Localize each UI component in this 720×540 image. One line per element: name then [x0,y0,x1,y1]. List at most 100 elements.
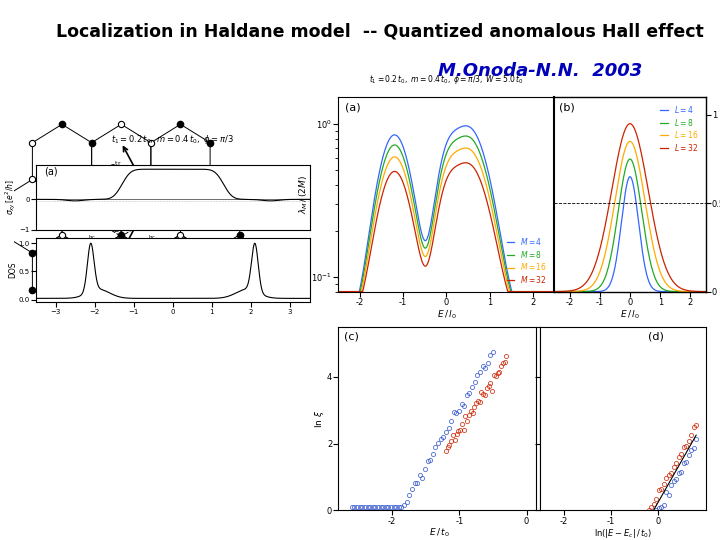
$L = 32$ [675,284,683,290]
$M = 32$ [545,288,554,295]
$M = 8$ [463,133,472,139]
$M = 16$ [451,149,459,156]
$M = 16$ [463,145,472,152]
$L = 32$ [623,123,631,129]
$M = 8$ [511,288,520,295]
$M = 8$ [462,133,470,139]
$M = 4$ [436,160,445,167]
$L = 16$ [622,143,631,150]
Line: $M = 8$: $M = 8$ [338,136,554,292]
Legend: $L = 4$, $L = 8$, $L = 16$, $L = 32$: $L = 4$, $L = 8$, $L = 16$, $L = 32$ [657,101,702,156]
Line: $L = 4$: $L = 4$ [554,177,706,292]
$M = 4$ [334,288,343,295]
$M = 8$ [334,288,343,295]
$L = 8$ [623,160,631,166]
$M = 4$ [545,288,554,295]
$M = 16$ [462,145,470,151]
$L = 4$ [701,288,710,295]
$L = 4$ [622,184,631,191]
X-axis label: $E\,/\,l_0$: $E\,/\,l_0$ [620,308,640,321]
Text: M.Onoda-N.N.  2003: M.Onoda-N.N. 2003 [438,62,642,80]
Legend: $M = 4$, $M = 8$, $M = 16$, $M = 32$: $M = 4$, $M = 8$, $M = 16$, $M = 32$ [503,233,551,288]
$M = 32$ [334,288,343,295]
$M = 8$ [438,164,446,171]
$L = 8$ [640,228,649,234]
$L = 16$ [698,288,706,295]
$L = 4$ [550,288,559,295]
Y-axis label: $\sigma_{xy}\,[e^2/h]$: $\sigma_{xy}\,[e^2/h]$ [4,179,18,215]
$M = 4$ [451,127,459,133]
Text: Localization in Haldane model  -- Quantized anomalous Hall effect: Localization in Haldane model -- Quantiz… [56,23,703,41]
$M = 16$ [436,181,445,188]
Text: $t_1 = 0.2\,t_0,\; m = 0.4\,t_0,\; \phi = \pi/3$: $t_1 = 0.2\,t_0,\; m = 0.4\,t_0,\; \phi … [112,133,234,146]
$L = 4$ [623,180,631,186]
$L = 16$ [623,141,631,147]
Text: $t_1 = 0.2\,t_0,\; m = 0.4\,t_0,\; \phi = \pi/3,\; W = 5.0\,t_0$: $t_1 = 0.2\,t_0,\; m = 0.4\,t_0,\; \phi … [369,73,524,86]
$L = 16$ [632,152,641,158]
$L = 4$ [632,202,641,209]
$M = 4$ [511,288,520,295]
Line: $L = 16$: $L = 16$ [554,141,706,292]
$M = 16$ [438,176,446,183]
X-axis label: $E\,/\,t_0$: $E\,/\,t_0$ [429,527,449,539]
$M = 16$ [545,288,554,295]
$M = 32$ [511,288,520,295]
Text: $a_3^{\rm tr}$: $a_3^{\rm tr}$ [112,222,126,237]
$M = 4$ [463,123,472,129]
$L = 32$ [626,120,634,127]
$M = 32$ [438,190,446,196]
$M = 8$ [550,288,559,295]
$L = 16$ [701,288,710,295]
$L = 8$ [701,288,710,295]
Text: (a): (a) [345,103,361,113]
$M = 16$ [550,288,559,295]
$L = 32$ [698,288,706,295]
Text: $a_1^{\rm tr}$: $a_1^{\rm tr}$ [174,173,187,188]
$L = 16$ [626,138,634,145]
Text: $a_2^{\rm hc}$: $a_2^{\rm hc}$ [123,185,136,199]
$M = 32$ [463,160,472,166]
$L = 8$ [622,163,631,169]
$L = 32$ [632,131,641,137]
Text: (b): (b) [559,103,575,113]
Text: (a): (a) [44,166,58,177]
$L = 4$ [675,288,683,295]
$M = 16$ [334,288,343,295]
$M = 8$ [545,288,554,295]
$M = 4$ [438,154,446,161]
$M = 32$ [451,164,459,170]
Line: $M = 4$: $M = 4$ [338,126,554,292]
$L = 4$ [698,288,706,295]
$M = 32$ [550,288,559,295]
$L = 4$ [640,262,649,268]
$M = 8$ [436,170,445,177]
$M = 32$ [462,159,470,166]
$M = 4$ [550,288,559,295]
$L = 8$ [675,288,683,295]
Text: $a_3^{\rm hc}$: $a_3^{\rm hc}$ [83,233,96,248]
$M = 32$ [436,195,445,201]
$M = 4$ [462,123,470,129]
Text: (d): (d) [648,332,664,342]
$L = 16$ [640,195,649,202]
$L = 32$ [622,124,631,131]
Text: $a_2^{\rm tr}$: $a_2^{\rm tr}$ [109,159,122,174]
X-axis label: $\ln(|E-E_c|\,/\,t_0)$: $\ln(|E-E_c|\,/\,t_0)$ [594,527,652,540]
X-axis label: $E\,/\,l_0$: $E\,/\,l_0$ [436,308,456,321]
$L = 32$ [640,167,649,174]
Line: $L = 8$: $L = 8$ [554,159,706,292]
$L = 8$ [632,174,641,181]
$L = 16$ [675,288,683,294]
$L = 8$ [550,288,559,295]
$L = 8$ [626,156,634,163]
$L = 4$ [626,173,634,180]
Y-axis label: $\lambda_M\,/\,(2M)$: $\lambda_M\,/\,(2M)$ [297,175,310,214]
$L = 8$ [698,288,706,295]
Text: (c): (c) [344,332,359,342]
$L = 16$ [550,288,559,295]
$M = 16$ [511,288,520,295]
Line: $M = 16$: $M = 16$ [338,148,554,292]
Y-axis label: DOS: DOS [8,262,17,278]
Y-axis label: $\ln\,\xi$: $\ln\,\xi$ [312,409,325,428]
$L = 32$ [550,288,559,295]
